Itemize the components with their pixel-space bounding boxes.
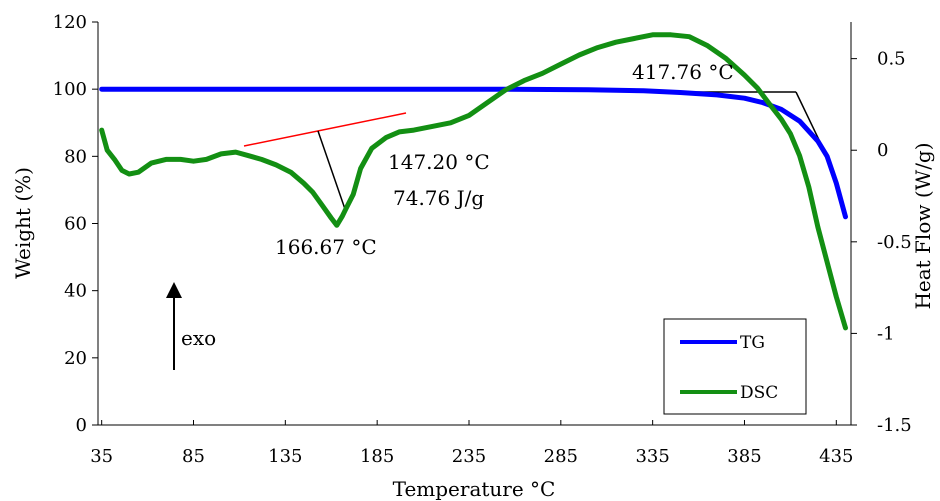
annotation-dsc-onset: 147.20 °C [388, 150, 490, 174]
legend-box [663, 318, 807, 415]
series-line-dsc [99, 32, 848, 331]
left-y-ticks: 0 20 40 60 80 100 120 [53, 12, 98, 436]
right-y-axis-title: Heat Flow (W/g) [911, 142, 935, 309]
annotation-tg-onset: 417.76 °C [632, 60, 734, 84]
x-tick-label: 135 [268, 446, 302, 467]
y-tick-label: 80 [64, 146, 87, 167]
y2-tick-label: -1.5 [877, 415, 912, 436]
peak-tangent-black [317, 130, 347, 213]
y-tick-label: 0 [76, 415, 87, 436]
legend: TG DSC [663, 318, 807, 415]
annotation-exo: exo [181, 326, 216, 350]
y-tick-label: 100 [53, 79, 87, 100]
series-layer [99, 32, 848, 331]
x-ticks: 35 85 135 185 235 285 335 385 435 [90, 420, 853, 467]
y-tick-label: 120 [53, 12, 87, 33]
y2-tick-label: 0.5 [877, 49, 906, 70]
y2-tick-label: 0 [877, 140, 888, 161]
axes: 35 85 135 185 235 285 335 385 435 0 20 40 60 80 100 12… [53, 12, 912, 467]
legend-label-dsc: DSC [740, 383, 778, 403]
x-tick-label: 435 [819, 446, 853, 467]
x-tick-label: 285 [544, 446, 578, 467]
series-line-tg [99, 86, 848, 220]
onset-construction-lines [243, 91, 821, 213]
exo-arrow-head [166, 282, 182, 298]
x-tick-label: 85 [182, 446, 205, 467]
x-tick-label: 385 [727, 446, 761, 467]
baseline-tangent-red [243, 112, 407, 147]
exo-direction-arrow [166, 282, 182, 370]
x-tick-label: 35 [90, 446, 113, 467]
x-tick-label: 185 [360, 446, 394, 467]
y-tick-label: 60 [64, 214, 87, 235]
y-tick-label: 20 [64, 348, 87, 369]
left-y-axis-title: Weight (%) [11, 167, 35, 279]
y2-tick-label: -0.5 [877, 232, 912, 253]
legend-label-tg: TG [740, 333, 765, 353]
y-tick-label: 40 [64, 281, 87, 302]
x-tick-label: 335 [635, 446, 669, 467]
right-y-ticks: -1.5 -1 -0.5 0 0.5 [851, 49, 912, 436]
y2-tick-label: -1 [877, 323, 895, 344]
annotation-enthalpy: 74.76 J/g [393, 186, 484, 210]
x-axis-title: Temperature °C [393, 477, 556, 501]
annotation-dsc-peak: 166.67 °C [275, 235, 377, 259]
weight-loss-tangent [795, 91, 821, 143]
x-tick-label: 235 [452, 446, 486, 467]
